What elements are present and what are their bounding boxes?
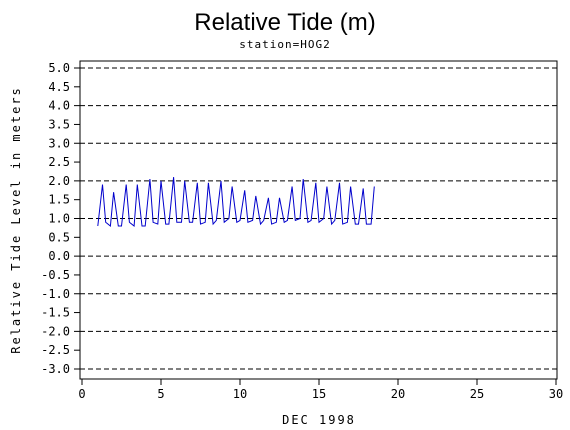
x-tick-label: 15 [312, 387, 326, 401]
x-tick-label: 20 [391, 387, 405, 401]
y-tick-label: -2.5 [41, 343, 70, 357]
y-tick-label: 0.5 [48, 230, 70, 244]
y-tick-label: -3.0 [41, 362, 70, 376]
x-tick-label: 10 [233, 387, 247, 401]
x-tick-label: 30 [549, 387, 563, 401]
y-tick-label: -0.5 [41, 268, 70, 282]
x-axis: 0 5 10 15 20 25 30 [78, 379, 563, 401]
y-tick-label: 2.5 [48, 155, 70, 169]
chart-title: Relative Tide (m) [194, 9, 375, 36]
series-layer [97, 177, 375, 227]
x-tick-label: 25 [470, 387, 484, 401]
y-tick-label: -2.0 [41, 324, 70, 338]
y-tick-label: -1.5 [41, 306, 70, 320]
y-tick-label: 5.0 [48, 61, 70, 75]
y-tick-label: 0.0 [48, 249, 70, 263]
y-axis-label: Relative Tide Level in meters [9, 86, 23, 354]
y-tick-label: 2.0 [48, 174, 70, 188]
series-line [97, 177, 375, 227]
y-tick-label: 1.5 [48, 193, 70, 207]
y-tick-label: 3.0 [48, 136, 70, 150]
x-tick-label: 0 [78, 387, 85, 401]
chart-subtitle: station=HOG2 [239, 38, 330, 51]
y-tick-label: 1.0 [48, 212, 70, 226]
y-tick-label: 4.0 [48, 99, 70, 113]
y-axis: 5.0 4.5 4.0 3.5 3.0 2.5 2.0 1.5 1.0 0.5 0.0 -0.5 -1.… [41, 61, 80, 376]
x-tick-label: 5 [157, 387, 164, 401]
y-tick-label: -1.0 [41, 287, 70, 301]
y-tick-label: 4.5 [48, 80, 70, 94]
x-axis-label: DEC 1998 [282, 413, 356, 427]
y-tick-label: 3.5 [48, 117, 70, 131]
